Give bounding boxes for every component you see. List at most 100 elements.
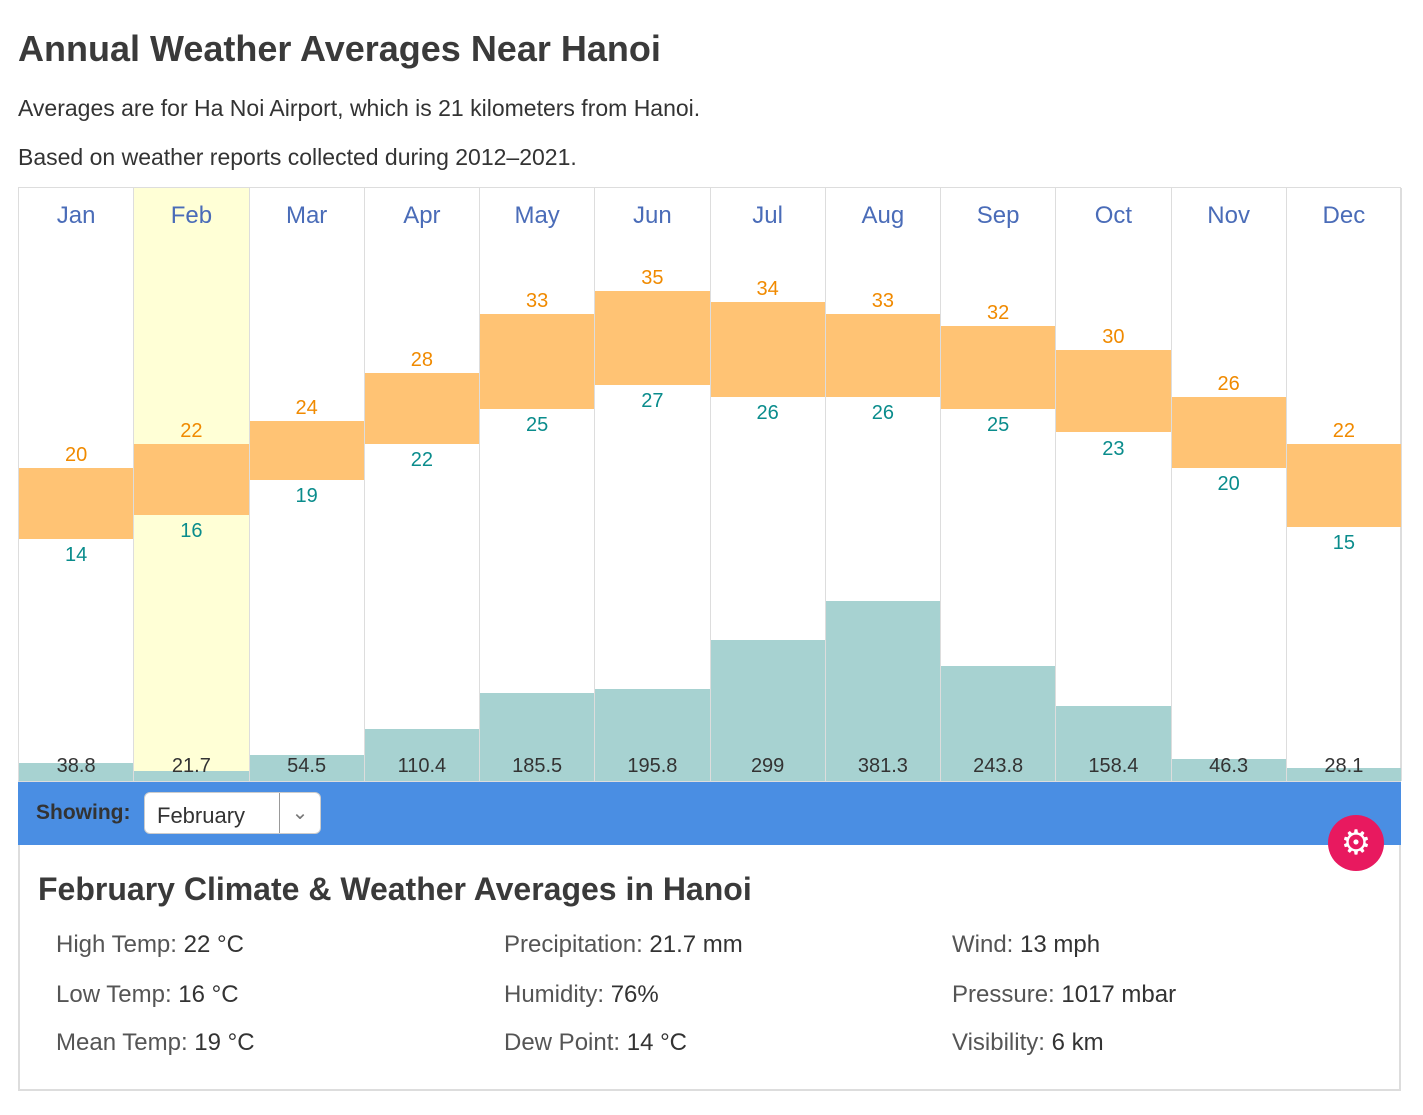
- showing-bar: Showing: February ⌄: [18, 782, 1401, 845]
- temp-range-bar: [364, 373, 479, 445]
- temp-range-bar: [19, 468, 134, 539]
- low-temp-label: 26: [756, 402, 779, 425]
- low-temp-label: 23: [1102, 437, 1125, 460]
- precip-bar: [364, 728, 479, 781]
- temp-range-bar: [941, 326, 1056, 409]
- month-label[interactable]: Sep: [976, 202, 1020, 229]
- low-temp-label: 27: [641, 390, 664, 413]
- high-temp-label: 22: [1332, 420, 1355, 443]
- high-temp-label: 30: [1102, 325, 1125, 348]
- month-column[interactable]: May 33 25 185.5: [480, 188, 596, 781]
- detail-item: Wind: 13 mph: [952, 931, 1100, 959]
- high-temp-label: 28: [410, 349, 433, 372]
- details-title: February Climate & Weather Averages in H…: [38, 871, 752, 907]
- high-temp-label: 35: [641, 266, 664, 289]
- weather-chart: Jan 20 14 38.8 Feb 22 16 21.7 Mar 24 19 54.5 Apr 28 22…: [18, 187, 1402, 782]
- temp-range-bar: [595, 290, 710, 386]
- temp-range-bar: [1056, 349, 1171, 433]
- temp-range-bar: [710, 302, 825, 397]
- detail-key: Wind:: [952, 931, 1021, 958]
- detail-item: Visibility: 6 km: [952, 1029, 1104, 1057]
- gear-icon[interactable]: ⚙: [1328, 815, 1384, 871]
- precip-bar: [1171, 759, 1286, 781]
- month-column[interactable]: Dec 22 15 28.1: [1286, 188, 1402, 781]
- temp-range-bar: [1286, 444, 1401, 528]
- month-column[interactable]: Mar 24 19 54.5: [249, 188, 365, 781]
- precip-bar: [1286, 767, 1401, 781]
- precip-label: 38.8: [56, 755, 96, 777]
- precip-bar: [1056, 706, 1171, 781]
- month-label[interactable]: Jan: [56, 202, 96, 229]
- month-select[interactable]: February ⌄: [144, 792, 321, 834]
- month-label[interactable]: Jun: [633, 202, 672, 229]
- low-temp-label: 20: [1217, 473, 1240, 495]
- detail-value: 14 °C: [626, 1029, 688, 1056]
- month-column[interactable]: Jul 34 26 299: [710, 188, 826, 781]
- detail-item: Humidity: 76%: [504, 981, 659, 1009]
- precip-label: 54.5: [287, 755, 327, 777]
- month-column[interactable]: Feb 22 16 21.7: [134, 188, 250, 781]
- chevron-down-icon[interactable]: ⌄: [279, 793, 320, 833]
- precip-label: 299: [750, 755, 785, 777]
- detail-item: Pressure: 1017 mbar: [952, 981, 1176, 1009]
- detail-value: 16 °C: [178, 981, 239, 1008]
- low-temp-label: 14: [65, 543, 88, 566]
- detail-value: 21.7 mm: [649, 931, 743, 958]
- precip-bar: [249, 755, 364, 781]
- month-label[interactable]: Nov: [1207, 202, 1250, 229]
- precip-bar: [19, 762, 134, 781]
- precip-label: 381.3: [857, 755, 908, 777]
- month-label[interactable]: Mar: [285, 202, 328, 229]
- precip-bar: [941, 665, 1056, 781]
- low-temp-label: 19: [295, 484, 318, 507]
- low-temp-label: 15: [1332, 532, 1355, 555]
- precip-label: 158.4: [1088, 755, 1139, 777]
- detail-value: 6 km: [1051, 1029, 1104, 1056]
- temp-range-bar: [480, 314, 595, 409]
- temp-range-bar: [249, 420, 364, 480]
- precip-label: 185.5: [512, 755, 563, 777]
- month-label[interactable]: Apr: [403, 202, 441, 229]
- low-temp-label: 25: [987, 413, 1010, 436]
- month-label[interactable]: Feb: [170, 202, 213, 229]
- detail-key: Mean Temp:: [56, 1029, 195, 1056]
- precip-bar: [710, 639, 825, 781]
- subtitle-location: Averages are for Ha Noi Airport, which i…: [18, 95, 701, 121]
- low-temp-label: 22: [410, 449, 433, 472]
- detail-key: Dew Point:: [504, 1029, 627, 1056]
- detail-key: Pressure:: [952, 981, 1062, 1008]
- detail-key: Visibility:: [952, 1029, 1052, 1056]
- subtitle-period: Based on weather reports collected durin…: [18, 144, 577, 170]
- detail-key: Low Temp:: [56, 981, 179, 1008]
- low-temp-label: 26: [871, 402, 894, 425]
- month-label[interactable]: Oct: [1094, 202, 1133, 229]
- month-column[interactable]: Oct 30 23 158.4: [1056, 188, 1172, 781]
- high-temp-label: 34: [756, 278, 779, 301]
- temp-range-bar: [134, 444, 249, 516]
- month-column[interactable]: Jan 20 14 38.8: [19, 188, 135, 781]
- detail-value: 22 °C: [183, 931, 244, 958]
- precip-label: 110.4: [397, 755, 447, 777]
- detail-key: Precipitation:: [504, 931, 650, 958]
- detail-key: High Temp:: [56, 931, 184, 958]
- high-temp-label: 20: [65, 444, 88, 466]
- showing-label: Showing:: [36, 801, 131, 824]
- month-label[interactable]: Dec: [1322, 202, 1366, 229]
- detail-item: Mean Temp: 19 °C: [56, 1029, 255, 1057]
- month-column[interactable]: Jun 35 27 195.8: [595, 188, 711, 781]
- month-label[interactable]: May: [514, 202, 560, 229]
- low-temp-label: 25: [526, 413, 549, 436]
- detail-value: 13 mph: [1020, 931, 1101, 958]
- precip-bar: [134, 770, 249, 781]
- month-label[interactable]: Jul: [752, 202, 783, 229]
- month-column[interactable]: Nov 26 20 46.3: [1171, 188, 1287, 781]
- precip-label: 195.8: [627, 755, 678, 777]
- month-column[interactable]: Sep 32 25 243.8: [941, 188, 1057, 781]
- month-column[interactable]: Aug 33 26 381.3: [825, 188, 941, 781]
- month-column[interactable]: Apr 28 22 110.4: [364, 188, 480, 781]
- month-label[interactable]: Aug: [861, 202, 905, 229]
- month-select-value: February: [157, 803, 246, 828]
- detail-value: 1017 mbar: [1061, 981, 1177, 1008]
- temp-range-bar: [825, 314, 940, 397]
- page-title: Annual Weather Averages Near Hanoi: [18, 28, 661, 69]
